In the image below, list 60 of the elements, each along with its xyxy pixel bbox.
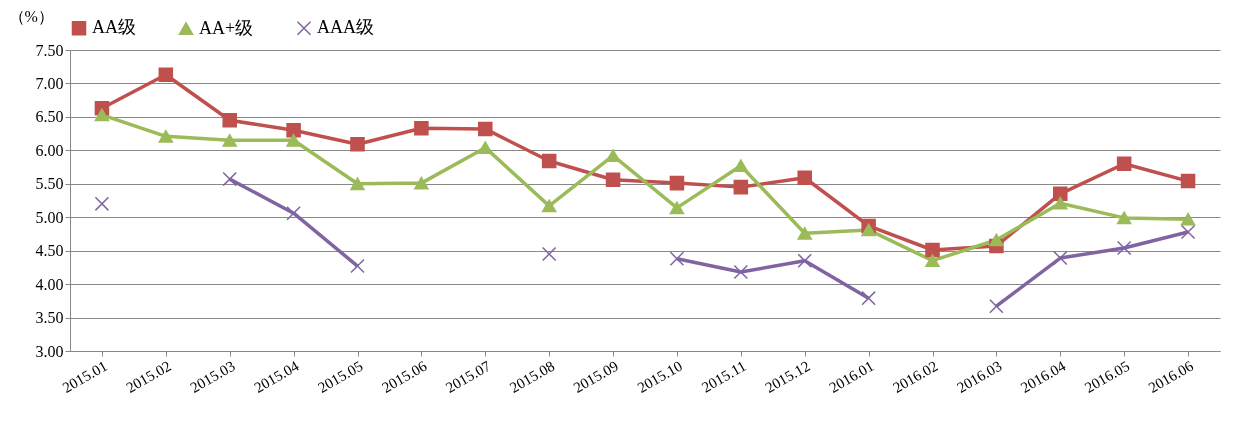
point: [94, 196, 110, 212]
point: [1180, 224, 1196, 240]
y-tick-label: 3.50: [35, 309, 64, 327]
point: [733, 264, 749, 280]
y-tick-label: 6.50: [35, 108, 64, 126]
point: [158, 67, 174, 83]
point: [222, 171, 237, 187]
point: [414, 176, 429, 190]
y-tick-label: 4.50: [35, 242, 64, 260]
point: [669, 201, 685, 215]
y-tick-label: 7.00: [35, 74, 64, 92]
point: [733, 159, 749, 173]
point: [733, 179, 749, 195]
point: [158, 129, 174, 143]
point: [925, 254, 940, 268]
point: [478, 121, 493, 137]
y-tick-label: 4.00: [35, 275, 64, 293]
point: [1116, 156, 1132, 171]
point: [350, 177, 365, 191]
point: [797, 226, 812, 240]
point: [989, 233, 1004, 247]
point: [1180, 212, 1196, 226]
point: [861, 223, 876, 237]
point: [797, 170, 812, 186]
point: [989, 298, 1004, 314]
point: [861, 290, 876, 306]
point: [925, 242, 940, 258]
point: [286, 133, 301, 147]
legend-label: AAA级: [317, 17, 374, 38]
point: [669, 251, 685, 266]
point: [1180, 173, 1196, 189]
point: [286, 205, 301, 221]
y-tick-label: 5.00: [35, 208, 64, 226]
point: [541, 246, 557, 262]
point: [605, 172, 621, 188]
y-tick-label: 3.00: [35, 342, 64, 360]
point: [797, 253, 812, 268]
point: [1116, 211, 1132, 225]
y-tick-label: 6.00: [35, 141, 64, 159]
y-axis-title: （%）: [8, 7, 54, 25]
point: [286, 123, 301, 138]
legend-label: AA+级: [199, 17, 254, 38]
point: [414, 120, 429, 136]
point: [222, 112, 237, 128]
point: [1053, 186, 1068, 202]
y-tick-label: 5.50: [35, 175, 64, 193]
point: [222, 133, 237, 147]
point: [541, 153, 557, 169]
point: [350, 137, 365, 152]
point: [541, 199, 557, 213]
point: [94, 108, 110, 122]
legend-label: AA级: [92, 17, 136, 38]
point: [1116, 240, 1132, 256]
point: [350, 258, 365, 274]
point: [478, 141, 493, 155]
y-tick-label: 7.50: [35, 41, 64, 59]
point: [605, 149, 621, 163]
point: [669, 175, 685, 191]
point: [1053, 196, 1068, 210]
point: [1053, 250, 1068, 266]
